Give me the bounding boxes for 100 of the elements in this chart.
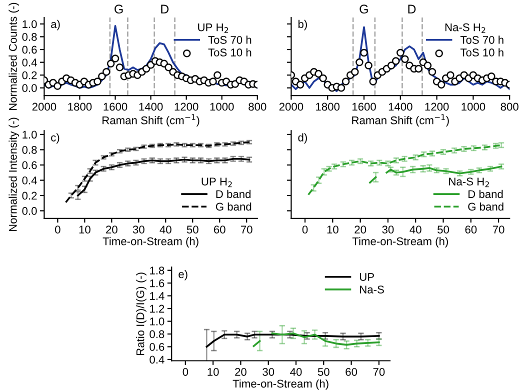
y-tick-label: 1.6 [150,279,164,288]
x-tick-label: 1800 [68,102,92,111]
y-tick-label: 0.2 [22,192,37,200]
y-tick-label: 0.4 [150,356,164,364]
x-tick-label: 1400 [139,102,163,111]
point [296,80,304,89]
y-tick-label: 0.4 [22,176,37,184]
y-tick-label: 0.8 [22,146,37,154]
legend-label: UP [360,273,374,281]
x-tick-label: 1000 [210,102,234,111]
point [102,68,110,76]
annotation: d) [298,133,307,144]
x-tick-label: 20 [354,226,366,234]
x-tick-label: 50 [438,226,449,234]
x-tick-label: 10 [208,368,219,376]
x-axis-title: Time-on-Stream (h) [352,237,448,248]
legend-label: D band [216,190,251,198]
point [360,48,368,57]
point [488,72,496,80]
x-tick-label: 1800 [316,102,340,111]
legend-label: ToS 70 h [208,36,252,44]
annotation: c) [51,133,60,144]
point [351,68,359,76]
x-tick-label: 70 [240,226,252,234]
x-tick-label: 800 [248,102,266,111]
point [392,57,400,65]
point [446,71,454,79]
x-tick-label: 1200 [425,102,449,111]
legend-label: ToS 10 h [208,48,252,56]
point [106,60,115,68]
line-series [206,334,380,348]
legend-label: D band [468,190,503,198]
y-tick-label: 0.8 [22,33,37,41]
y-tick-label: 1.0 [150,318,164,326]
point [387,62,396,70]
y-tick-label: 1.0 [22,130,37,139]
text: G [114,4,123,14]
point [437,80,446,89]
point [337,84,346,92]
y-tick-label: 0.4 [22,58,37,66]
x-tick-label: 50 [186,226,198,234]
point [401,55,409,63]
point [164,64,172,72]
point [98,72,106,80]
y-tick-label: 0.8 [150,330,164,338]
x-tick-label: 60 [214,226,226,234]
point [319,74,327,82]
point [428,68,436,76]
x-tick-label: 20 [235,368,246,376]
point [364,62,372,70]
x-tick-label: 30 [262,368,274,376]
x-tick-label: 50 [318,368,330,376]
x-tick-label: 10 [327,226,338,234]
y-tick-label: 1.0 [22,20,37,28]
point [214,71,222,79]
x-tick-label: 40 [290,368,302,376]
x-tick-label: 1400 [388,102,412,111]
point [209,78,217,86]
legend-label: G band [216,202,252,211]
legend-label: G band [468,202,504,211]
y-axis-title: Normalized Intensity (-) [8,118,20,232]
y-tick-label: 0.6 [22,161,37,170]
x-axis-title: Time-on-Stream (h) [102,237,198,248]
y-axis-title: Normalized Counts (-) [8,2,20,110]
legend-title: UP H$_{2}$ [202,178,232,188]
x-axis-title: Raman Shift (cm$^{−1}$) [102,114,200,126]
y-tick-label: 1.8 [150,266,164,274]
x-tick-label: 1600 [352,102,376,111]
annotation: e) [178,270,188,280]
text: D [408,4,416,14]
x-tick-label: 2000 [32,102,56,111]
point [414,64,422,73]
y-tick-label: 0.6 [150,343,164,351]
x-tick-label: 30 [132,226,144,234]
point [424,62,432,70]
y-tick-label: 0.2 [22,71,37,80]
x-tick-label: 0 [302,226,308,234]
x-tick-label: 70 [373,368,385,376]
y-tick-label: 1.4 [150,292,164,300]
annotation: a) [51,20,60,30]
x-tick-label: 70 [492,226,504,234]
point [314,70,322,78]
y-tick-label: 0.0 [22,84,37,92]
x-tick-label: 40 [160,226,172,234]
point [111,54,120,62]
legend-label: Na-S [360,286,384,294]
legend-label: ToS 10 h [460,48,504,56]
x-tick-label: 10 [79,226,90,234]
x-tick-label: 1600 [104,102,128,111]
x-tick-label: 0 [182,368,188,376]
x-tick-label: 800 [500,102,518,111]
x-tick-label: 2000 [279,102,304,111]
legend-title: Na-S H$_{2}$ [449,178,489,188]
x-tick-label: 0 [55,226,60,234]
point [369,78,377,86]
text: D [161,4,169,14]
text: G [360,4,368,14]
legend-title: UP H$_{2}$ [198,23,228,33]
legend-title: Na-S H$_{2}$ [445,23,486,33]
x-tick-label: 60 [465,226,477,234]
